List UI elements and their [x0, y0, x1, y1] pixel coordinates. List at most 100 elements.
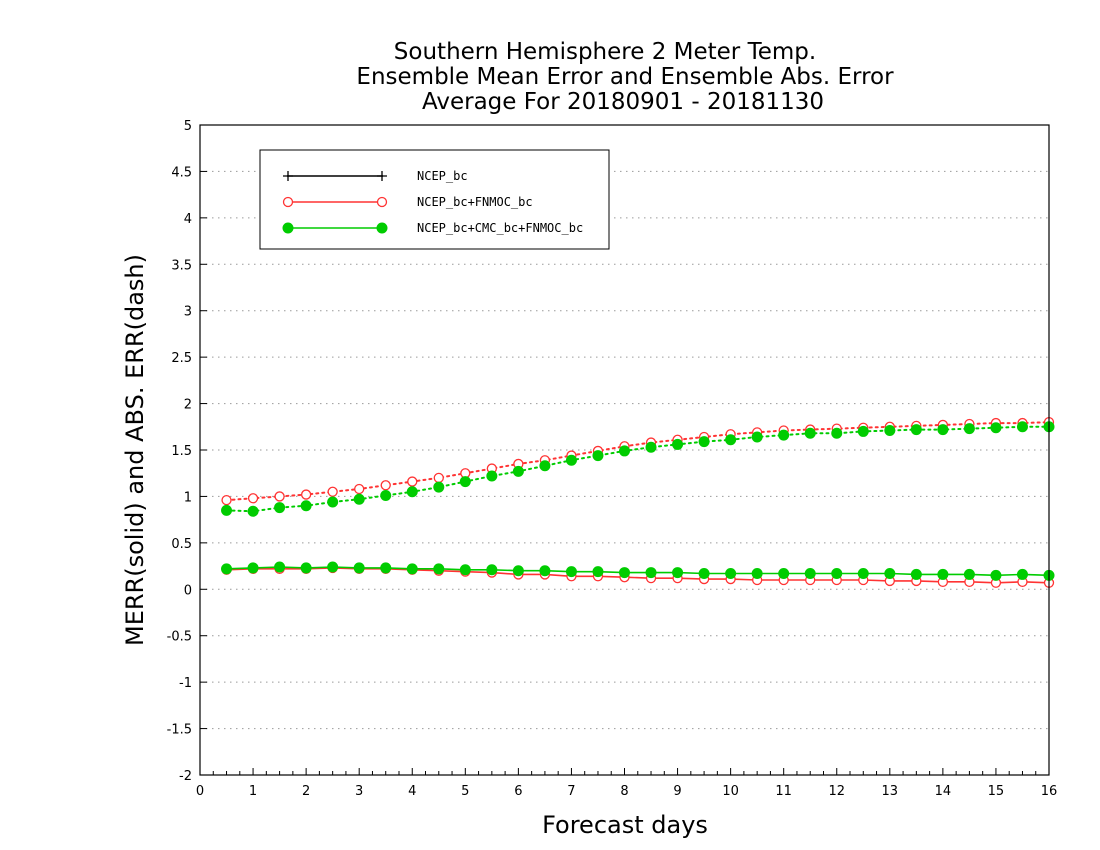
data-point — [565, 454, 577, 466]
legend-marker — [377, 171, 387, 181]
data-point — [937, 568, 949, 580]
data-point — [539, 565, 551, 577]
y-tick-label: 1.5 — [171, 444, 192, 459]
data-point — [300, 500, 312, 512]
data-point — [380, 562, 392, 574]
data-point — [353, 493, 365, 505]
data-point — [380, 490, 392, 501]
data-point — [221, 563, 233, 575]
x-tick-label: 11 — [775, 784, 792, 799]
y-tick-label: 3.5 — [171, 258, 192, 273]
data-point — [937, 424, 949, 436]
y-tick-label: 4.5 — [171, 165, 192, 180]
data-point — [300, 562, 312, 574]
data-point — [1016, 421, 1028, 433]
legend-box — [259, 149, 610, 250]
data-point — [645, 567, 657, 579]
data-point — [831, 427, 843, 439]
y-tick-label: 4 — [184, 212, 192, 227]
data-point — [910, 424, 922, 436]
x-tick-label: 5 — [461, 784, 469, 799]
x-tick-label: 10 — [722, 784, 739, 799]
data-point — [327, 496, 339, 508]
y-tick-label: 5 — [184, 119, 192, 134]
legend-marker — [376, 222, 388, 234]
legend: NCEP_bc NCEP_bc+FNMOC_bc NCEP_bc+CMC_bc+FN… — [259, 149, 610, 250]
series-merr-line-2 — [226, 566, 1050, 577]
y-tick-label: 0 — [184, 583, 192, 598]
title-line-3: Average For 20180901 - 20181130 — [422, 89, 824, 115]
axis-ticks: -2-1.5-1-0.500.511.522.533.544.550 1 2 3 4 5 6… — [167, 119, 1058, 799]
x-tick-label: 7 — [567, 784, 575, 799]
x-tick-label: 15 — [988, 784, 1005, 799]
data-point — [804, 427, 816, 439]
x-tick-label: 14 — [935, 784, 952, 799]
data-point — [725, 568, 737, 579]
plot-frame — [199, 124, 1050, 776]
data-point — [698, 436, 710, 448]
data-point — [354, 483, 365, 495]
x-tick-label: 12 — [828, 784, 845, 799]
data-point — [698, 568, 710, 579]
data-point — [725, 434, 737, 446]
data-point — [247, 505, 259, 517]
title-line-1: Southern Hemisphere 2 Meter Temp. — [394, 39, 816, 65]
data-point — [592, 450, 604, 462]
legend-label: NCEP_bc+FNMOC_bc — [417, 195, 533, 209]
data-point — [433, 472, 444, 484]
x-tick-label: 1 — [249, 784, 257, 799]
x-tick-label: 6 — [514, 784, 522, 799]
data-point — [884, 425, 896, 436]
data-point — [645, 441, 657, 453]
data-point — [433, 563, 445, 575]
y-tick-label: 1 — [184, 490, 192, 505]
x-axis-label: Forecast days — [542, 811, 708, 839]
y-tick-label: 2.5 — [171, 351, 192, 366]
y-axis-label: MERR(solid) and ABS. ERR(dash) — [121, 254, 149, 646]
x-tick-label: 4 — [408, 784, 416, 799]
x-tick-label: 2 — [302, 784, 310, 799]
series-abs_err-line-2 — [225, 425, 1050, 513]
data-point — [1016, 568, 1028, 580]
data-point — [459, 476, 471, 488]
y-tick-label: -0.5 — [167, 630, 192, 645]
data-point — [857, 568, 869, 579]
data-point — [539, 460, 551, 472]
data-point — [910, 568, 922, 580]
legend-marker — [283, 171, 293, 181]
y-tick-label: 0.5 — [171, 537, 192, 552]
data-point — [433, 481, 445, 493]
data-point — [247, 562, 259, 574]
data-point — [619, 445, 630, 457]
data-point — [247, 493, 259, 504]
data-point — [751, 568, 763, 579]
data-point — [963, 423, 975, 435]
data-point — [831, 568, 843, 579]
y-tick-label: -1.5 — [167, 723, 192, 738]
data-point — [512, 565, 524, 577]
data-point — [407, 476, 418, 487]
data-point — [486, 564, 498, 576]
data-point — [327, 486, 338, 497]
data-point — [857, 425, 869, 437]
y-tick-label: 2 — [184, 398, 192, 413]
data-point — [486, 470, 498, 482]
y-tick-label: 3 — [184, 305, 192, 320]
data-point — [990, 422, 1002, 434]
data-point — [380, 480, 391, 491]
data-point — [963, 568, 975, 580]
data-point — [406, 563, 418, 575]
x-tick-label: 0 — [196, 784, 204, 799]
data-point — [274, 502, 286, 514]
legend-label: NCEP_bc — [417, 169, 468, 183]
data-point — [619, 567, 630, 579]
data-point — [300, 489, 312, 500]
x-tick-label: 13 — [882, 784, 899, 799]
x-tick-label: 8 — [620, 784, 628, 799]
title-line-2: Ensemble Mean Error and Ensemble Abs. Er… — [356, 64, 894, 90]
data-point — [565, 566, 577, 578]
data-point — [274, 491, 285, 502]
series-abs_err-line-1 — [225, 421, 1050, 502]
plot-series — [221, 416, 1055, 588]
